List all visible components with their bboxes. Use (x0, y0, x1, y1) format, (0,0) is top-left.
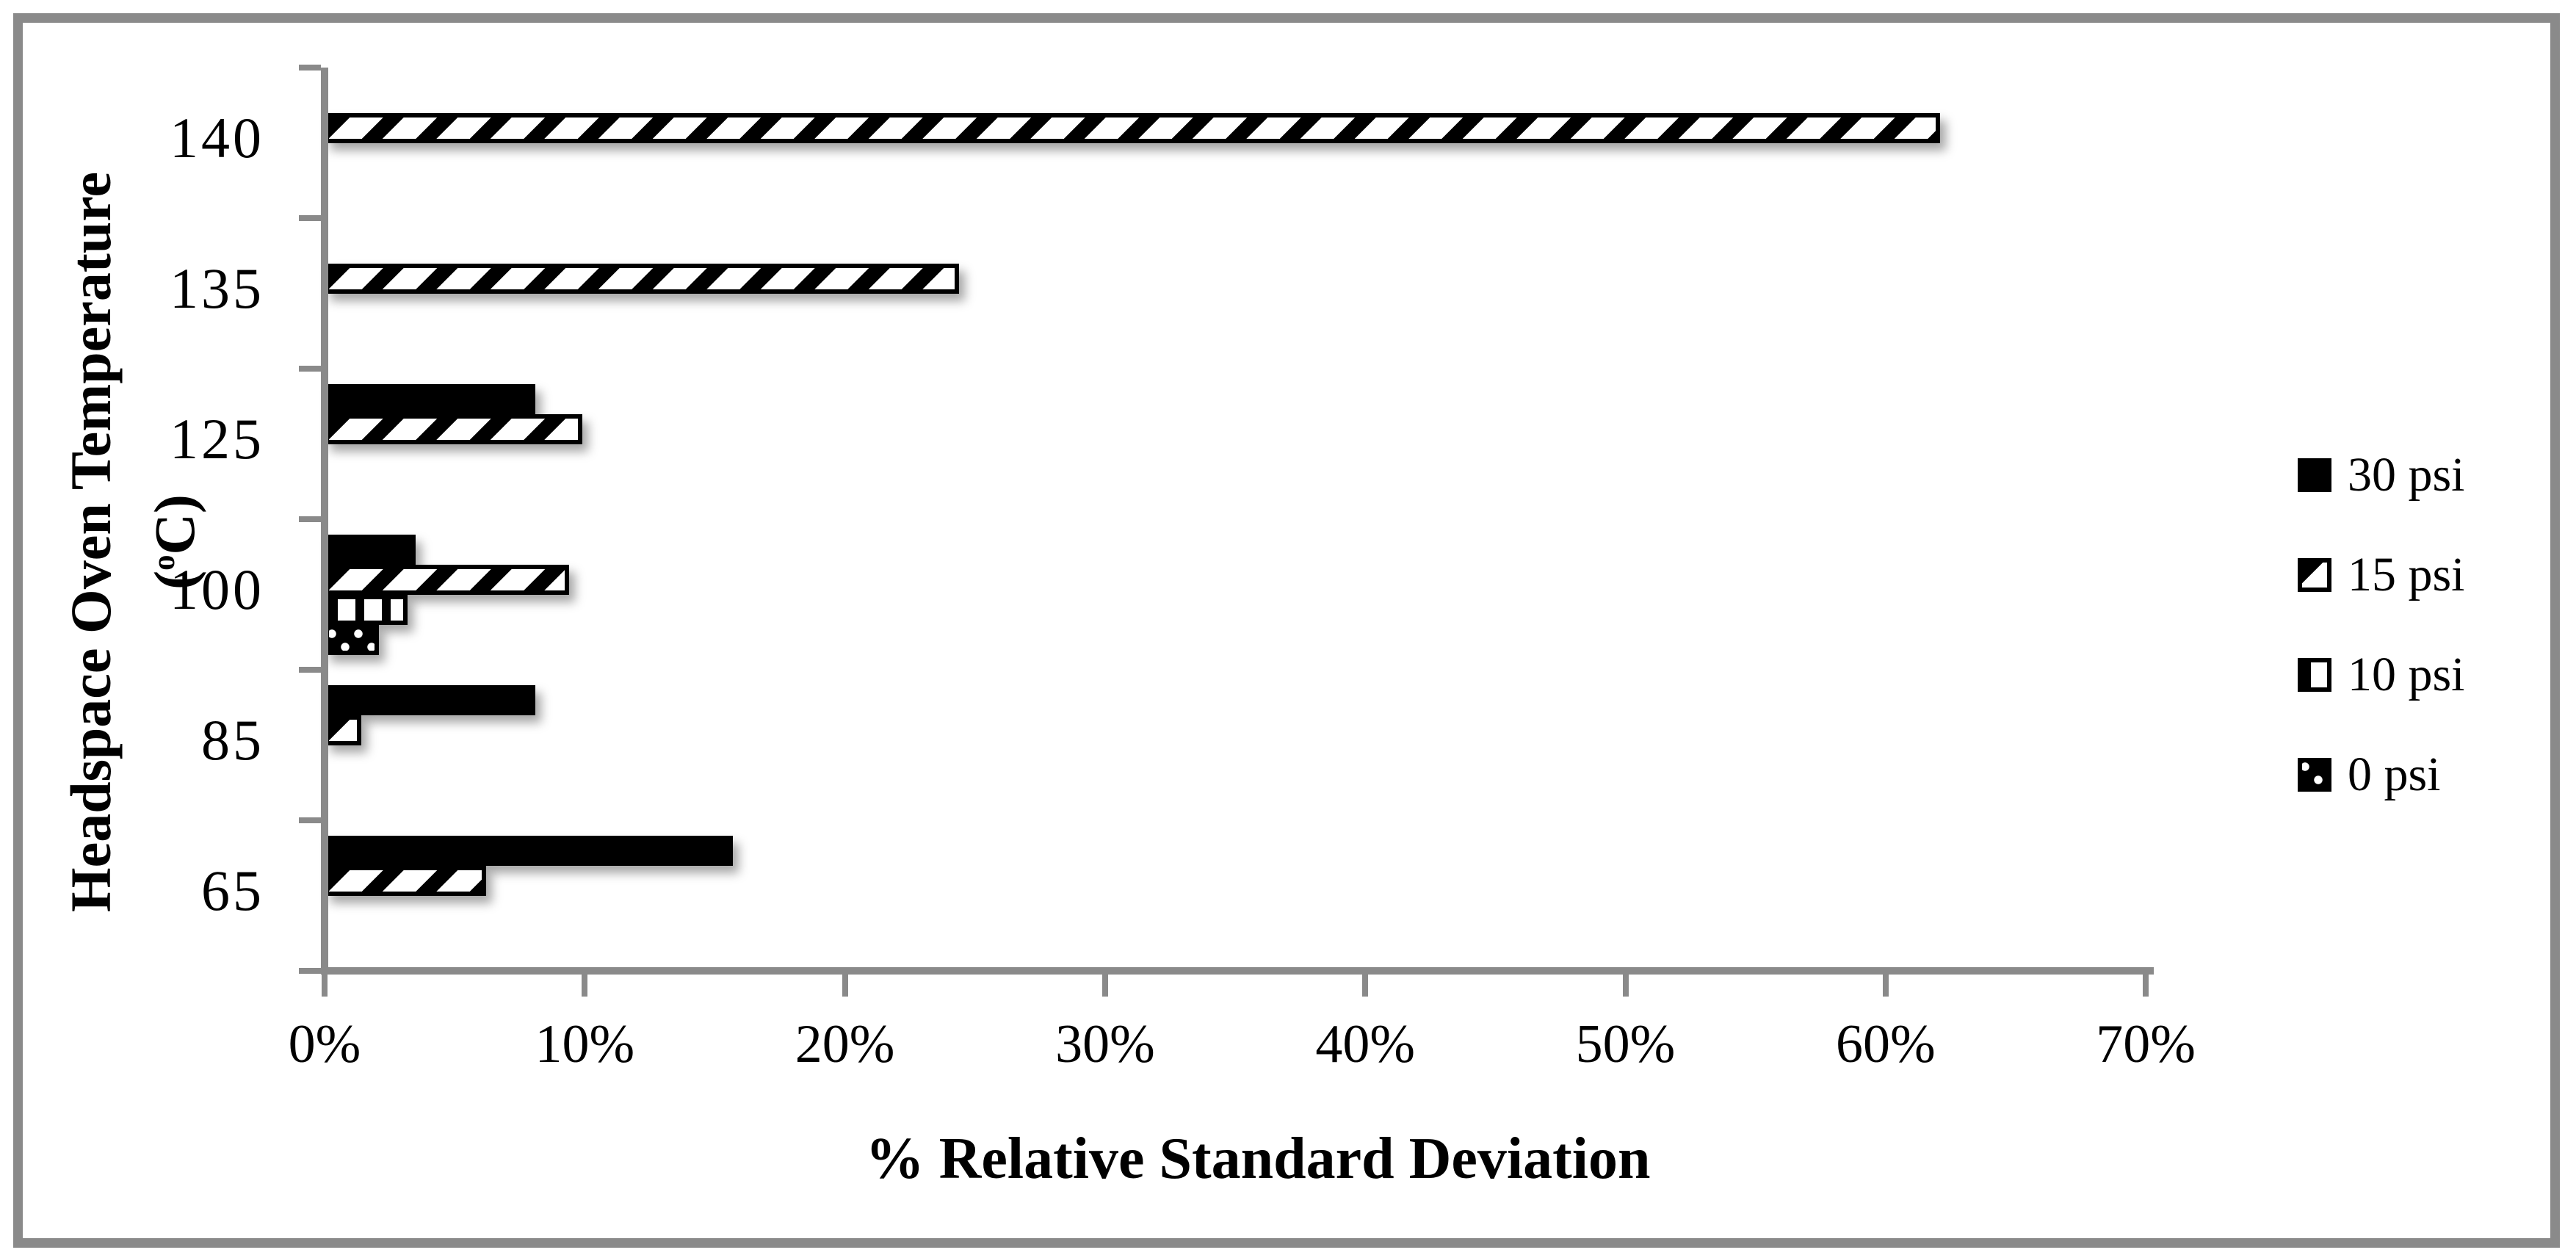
legend-swatch-solid-icon (2298, 458, 2331, 492)
x-axis-title: % Relative Standard Deviation (865, 1127, 1651, 1191)
legend-label: 15 psi (2348, 548, 2465, 601)
y-tick-label: 140 (170, 105, 264, 170)
legend: 30 psi 15 psi 10 psi 0 psi (2298, 447, 2465, 803)
bar-15psi-100 (325, 564, 569, 595)
x-axis-tick (2143, 975, 2149, 997)
legend-item-15psi: 15 psi (2298, 547, 2465, 603)
x-tick-label: 70% (2096, 1014, 2196, 1074)
y-tick-label: 125 (170, 406, 264, 471)
y-tick-label: 135 (170, 256, 264, 320)
bar-10psi-100 (325, 594, 408, 625)
legend-item-30psi: 30 psi (2298, 447, 2465, 503)
x-axis-tick (842, 975, 848, 997)
y-axis-tick (299, 65, 321, 71)
x-tick-label: 0% (288, 1014, 361, 1074)
x-axis-line (321, 967, 2154, 975)
bar-0psi-100 (325, 624, 379, 655)
legend-label: 30 psi (2348, 448, 2465, 502)
bar-15psi-140 (325, 112, 1940, 143)
y-axis-line (321, 68, 328, 975)
bar-15psi-65 (325, 865, 486, 896)
legend-swatch-vert-icon (2298, 658, 2331, 692)
bar-15psi-85 (325, 715, 361, 745)
y-tick-label: 85 (201, 707, 264, 772)
y-tick-label: 65 (201, 858, 264, 922)
bar-15psi-135 (325, 263, 959, 294)
bar-30psi-85 (325, 684, 535, 715)
y-axis-tick (299, 215, 321, 221)
x-tick-label: 30% (1055, 1014, 1155, 1074)
x-tick-label: 10% (535, 1014, 635, 1074)
legend-item-10psi: 10 psi (2298, 647, 2465, 703)
y-axis-tick (299, 366, 321, 372)
x-axis-tick (322, 975, 328, 997)
x-axis-tick (1622, 975, 1629, 997)
y-axis-tick (299, 516, 321, 522)
x-tick-label: 40% (1315, 1014, 1416, 1074)
y-axis-tick (299, 968, 321, 974)
legend-label: 0 psi (2348, 748, 2441, 801)
x-axis-tick (1362, 975, 1369, 997)
bar-30psi-65 (325, 835, 733, 866)
x-tick-label: 20% (795, 1014, 895, 1074)
x-tick-label: 50% (1575, 1014, 1676, 1074)
legend-swatch-diag-icon (2298, 558, 2331, 592)
bar-30psi-100 (325, 534, 416, 565)
x-axis-tick (1882, 975, 1889, 997)
legend-item-0psi: 0 psi (2298, 747, 2465, 803)
legend-label: 10 psi (2348, 648, 2465, 701)
x-tick-label: 60% (1835, 1014, 1936, 1074)
y-tick-label: 100 (170, 557, 264, 621)
x-axis-tick (582, 975, 588, 997)
bar-15psi-125 (325, 413, 582, 444)
bar-30psi-125 (325, 383, 535, 414)
y-axis-tick (299, 667, 321, 673)
legend-swatch-dots-icon (2298, 758, 2331, 792)
x-axis-tick (1101, 975, 1108, 997)
y-axis-tick (299, 817, 321, 823)
figure-frame: Headspace Oven Temperature (oC) 140 135 12… (13, 13, 2560, 1248)
